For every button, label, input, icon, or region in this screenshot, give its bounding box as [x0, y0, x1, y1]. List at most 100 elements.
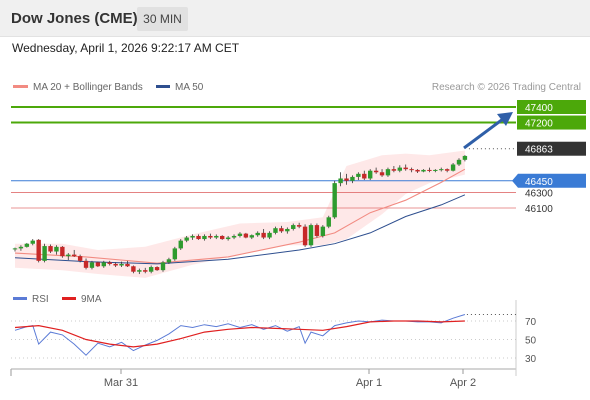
rsi-legend-label: RSI [32, 294, 49, 305]
candle-body [326, 217, 331, 227]
candle-body [231, 235, 237, 238]
candle-body [427, 169, 432, 171]
candle-body [362, 173, 367, 179]
candle-body [101, 262, 106, 267]
candle-body [54, 246, 59, 252]
candle-body [332, 183, 337, 218]
ma20-legend-swatch [13, 85, 28, 88]
time-tick-label: Mar 31 [104, 377, 138, 389]
level-label-bg-47400 [517, 100, 586, 114]
candle-body [391, 169, 397, 171]
candle-body [385, 169, 391, 176]
candle-body [89, 262, 95, 268]
candle-body [368, 170, 373, 179]
candle-body [143, 270, 148, 272]
candle-body [24, 243, 30, 247]
candle-body [30, 240, 35, 244]
candle-body [439, 169, 444, 171]
candle-body [154, 267, 160, 271]
level-label-46100: 46100 [525, 204, 553, 215]
ma50-legend-label: MA 50 [175, 82, 204, 93]
candle-body [450, 164, 456, 171]
rsi-tick-label-50: 50 [525, 336, 537, 347]
level-label-bg-47200 [517, 115, 586, 130]
candle-body [137, 270, 142, 272]
candle-body [113, 263, 118, 266]
timeframe-badge[interactable]: 30 MIN [137, 7, 188, 31]
candle-body [83, 260, 89, 268]
level-label-46863: 46863 [525, 145, 553, 156]
candle-body [296, 225, 302, 227]
candlesticks [12, 155, 468, 275]
time-tick-label: Apr 2 [450, 377, 476, 389]
candle-body [237, 233, 243, 236]
candle-body [160, 262, 166, 271]
candle-body [338, 178, 343, 184]
candle-body [291, 225, 296, 229]
instrument-title: Dow Jones (CME) [11, 10, 138, 27]
candle-body [243, 233, 249, 238]
rsi-ma-line [14, 320, 465, 348]
candle-body [397, 167, 402, 171]
candle-body [350, 176, 355, 181]
candle-body [444, 169, 450, 171]
candle-body [261, 232, 266, 238]
candle-body [95, 262, 101, 267]
candle-body [409, 169, 414, 171]
candle-body [12, 248, 18, 250]
ma9-legend-label: 9MA [81, 294, 102, 305]
candle-body [148, 267, 154, 272]
candle-body [403, 167, 408, 170]
candle-body [433, 169, 438, 171]
arrow-shaft [463, 117, 504, 150]
candle-body [48, 246, 53, 252]
candle-body [66, 254, 71, 257]
rsi-tick-label-30: 30 [525, 354, 537, 365]
rsi-tick-label-70: 70 [525, 317, 537, 328]
candle-body [214, 235, 219, 238]
ma50-legend-swatch [156, 85, 170, 88]
candle-body [314, 225, 320, 236]
level-label-bg-46863 [517, 141, 586, 156]
candle-body [255, 232, 260, 236]
candle-body [131, 266, 136, 272]
level-label-47200: 47200 [525, 119, 553, 130]
candle-body [166, 259, 172, 263]
candle-body [302, 226, 308, 246]
candle-body [373, 170, 379, 173]
candle-body [72, 254, 77, 257]
candle-body [267, 232, 272, 238]
bollinger-band [15, 150, 465, 278]
candle-body [202, 235, 207, 240]
ma9-legend-swatch [62, 297, 76, 300]
candle-body [415, 169, 420, 172]
level-label-46300: 46300 [525, 188, 553, 199]
ma20-line [14, 168, 466, 264]
candle-body [125, 263, 130, 267]
candle-body [285, 228, 290, 232]
timestamp: Wednesday, April 1, 2026 9:22:17 AM CET [12, 41, 240, 55]
candle-body [208, 235, 213, 238]
candle-body [279, 228, 284, 232]
rsi-pane: 70 50 30 [11, 314, 537, 365]
level-label-46450: 46450 [525, 177, 553, 188]
time-ticks: Mar 31 Apr 1 Apr 2 [104, 369, 476, 389]
candle-body [462, 155, 468, 160]
arrow-head [497, 112, 513, 126]
level-label-47400: 47400 [525, 103, 553, 114]
candle-body [36, 239, 41, 261]
bollinger-area [15, 150, 465, 278]
candle-body [60, 246, 65, 257]
candle-body [379, 172, 385, 176]
candle-body [308, 225, 314, 246]
projection-arrow [463, 112, 513, 150]
candle-body [249, 235, 254, 238]
ma20-legend-label: MA 20 + Bollinger Bands [33, 82, 143, 93]
candle-body [172, 248, 178, 260]
candle-body [320, 226, 326, 236]
source-credit: Research © 2026 Trading Central [432, 82, 581, 93]
candle-body [178, 240, 183, 249]
candle-body [196, 235, 201, 240]
candle-body [119, 263, 124, 266]
candle-body [18, 246, 24, 249]
